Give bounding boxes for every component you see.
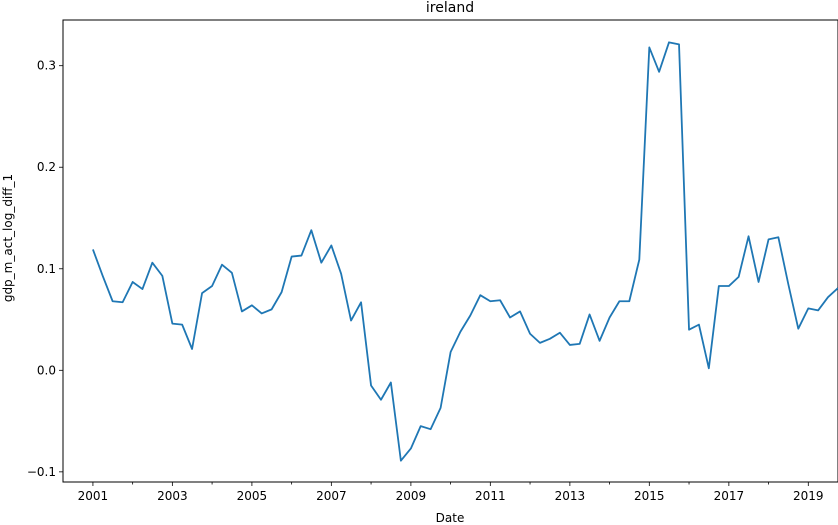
y-tick-label: 0.1 <box>37 262 56 276</box>
x-tick-label: 2009 <box>396 489 427 503</box>
x-axis-label: Date <box>436 511 465 525</box>
x-tick-label: 2003 <box>157 489 188 503</box>
plot-area: 2001 2003 2005 2007 2009 2011 2013 2015 2017 2019… <box>27 19 838 503</box>
plot-frame <box>62 19 838 483</box>
y-tick-label: 0.3 <box>37 59 56 73</box>
x-tick-label: 2007 <box>316 489 347 503</box>
series-layer <box>92 41 838 462</box>
y-tick-label: 0.0 <box>37 363 56 377</box>
x-axis: 2001 2003 2005 2007 2009 2011 2013 2015 2017 2019 <box>78 482 824 503</box>
y-tick-label: 0.2 <box>37 160 56 174</box>
series-line-0 <box>92 41 838 462</box>
y-tick-label: −0.1 <box>27 465 56 479</box>
chart-title: ireland <box>426 0 474 16</box>
x-tick-label: 2013 <box>555 489 586 503</box>
x-tick-label: 2019 <box>793 489 824 503</box>
x-tick-label: 2015 <box>634 489 665 503</box>
x-tick-label: 2001 <box>78 489 109 503</box>
y-axis: −0.1 0.0 0.1 0.2 0.3 <box>27 59 63 479</box>
x-tick-label: 2011 <box>475 489 506 503</box>
x-tick-label: 2017 <box>714 489 745 503</box>
y-axis-label: gdp_m_act_log_diff_1 <box>1 174 15 302</box>
x-tick-label: 2005 <box>237 489 268 503</box>
